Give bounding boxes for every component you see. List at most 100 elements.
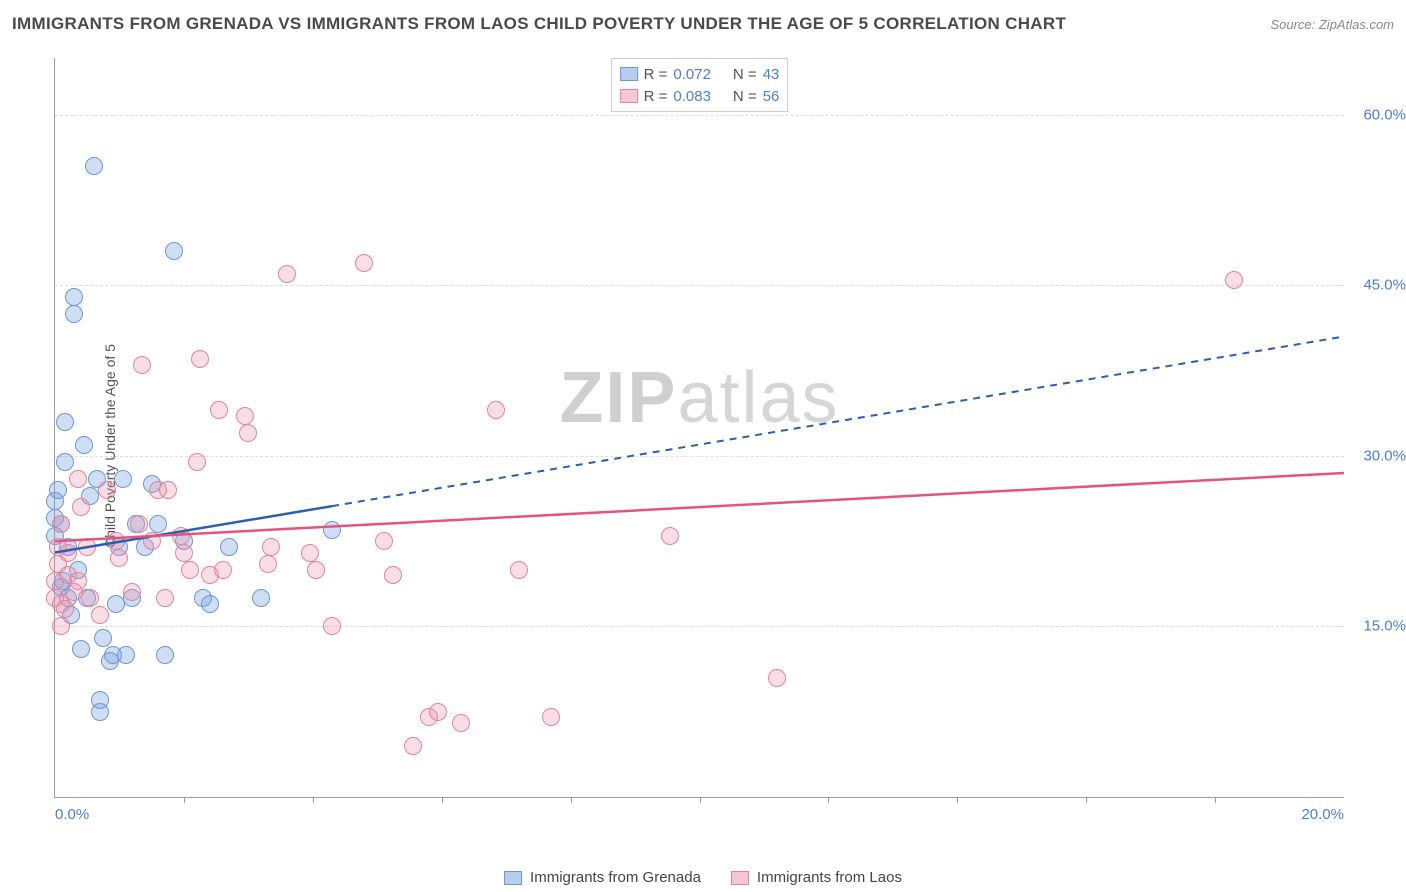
scatter-point-laos	[384, 566, 402, 584]
scatter-point-grenada	[220, 538, 238, 556]
scatter-point-laos	[323, 617, 341, 635]
legend-n-label: N =	[733, 88, 757, 105]
scatter-point-laos	[236, 407, 254, 425]
legend-n-laos: 56	[763, 88, 780, 105]
legend-item-grenada: Immigrants from Grenada	[504, 869, 701, 886]
scatter-point-laos	[307, 561, 325, 579]
scatter-point-laos	[210, 401, 228, 419]
scatter-point-laos	[239, 424, 257, 442]
legend-stats-row-grenada: R = 0.072 N = 43	[620, 63, 780, 85]
scatter-point-laos	[98, 481, 116, 499]
chart-title: IMMIGRANTS FROM GRENADA VS IMMIGRANTS FR…	[12, 14, 1066, 34]
scatter-point-laos	[661, 527, 679, 545]
x-tick-label: 0.0%	[55, 806, 89, 823]
scatter-point-laos	[452, 714, 470, 732]
y-tick-label: 45.0%	[1350, 277, 1406, 294]
scatter-point-laos	[59, 544, 77, 562]
scatter-point-grenada	[149, 515, 167, 533]
scatter-point-laos	[404, 737, 422, 755]
legend-r-laos: 0.083	[673, 88, 711, 105]
scatter-point-laos	[56, 600, 74, 618]
watermark: ZIPatlas	[559, 357, 839, 439]
legend-label-laos: Immigrants from Laos	[757, 869, 902, 886]
scatter-point-grenada	[49, 481, 67, 499]
scatter-point-laos	[123, 583, 141, 601]
scatter-point-laos	[81, 589, 99, 607]
x-tick-mark	[957, 797, 958, 803]
scatter-point-grenada	[56, 413, 74, 431]
scatter-point-grenada	[114, 470, 132, 488]
scatter-point-grenada	[75, 436, 93, 454]
legend-swatch-grenada	[504, 871, 522, 885]
legend-n-grenada: 43	[763, 66, 780, 83]
scatter-point-laos	[69, 470, 87, 488]
scatter-point-laos	[78, 538, 96, 556]
scatter-point-laos	[156, 589, 174, 607]
watermark-bold: ZIP	[559, 358, 677, 438]
scatter-point-laos	[355, 254, 373, 272]
scatter-point-laos	[510, 561, 528, 579]
legend-r-grenada: 0.072	[673, 66, 711, 83]
legend-swatch-laos	[620, 89, 638, 103]
legend-swatch-grenada	[620, 67, 638, 81]
y-tick-label: 30.0%	[1350, 447, 1406, 464]
scatter-point-grenada	[91, 691, 109, 709]
x-tick-mark	[313, 797, 314, 803]
source-attribution: Source: ZipAtlas.com	[1270, 17, 1394, 32]
scatter-point-grenada	[72, 640, 90, 658]
scatter-point-grenada	[201, 595, 219, 613]
x-tick-mark	[184, 797, 185, 803]
watermark-light: atlas	[677, 358, 839, 438]
x-tick-mark	[571, 797, 572, 803]
x-tick-mark	[1086, 797, 1087, 803]
scatter-point-grenada	[56, 453, 74, 471]
legend-r-label: R =	[644, 66, 668, 83]
chart-header: IMMIGRANTS FROM GRENADA VS IMMIGRANTS FR…	[12, 8, 1394, 40]
scatter-point-laos	[262, 538, 280, 556]
scatter-point-laos	[91, 606, 109, 624]
scatter-point-laos	[487, 401, 505, 419]
gridline	[55, 115, 1344, 116]
scatter-point-laos	[143, 532, 161, 550]
scatter-point-laos	[542, 708, 560, 726]
scatter-point-laos	[159, 481, 177, 499]
legend-r-label: R =	[644, 88, 668, 105]
scatter-point-laos	[172, 527, 190, 545]
scatter-point-laos	[375, 532, 393, 550]
gridline	[55, 285, 1344, 286]
scatter-point-laos	[110, 549, 128, 567]
scatter-point-grenada	[94, 629, 112, 647]
scatter-point-laos	[133, 356, 151, 374]
scatter-point-laos	[175, 544, 193, 562]
x-tick-mark	[700, 797, 701, 803]
scatter-point-laos	[259, 555, 277, 573]
legend-stats-row-laos: R = 0.083 N = 56	[620, 85, 780, 107]
scatter-point-laos	[429, 703, 447, 721]
scatter-point-grenada	[323, 521, 341, 539]
scatter-point-grenada	[117, 646, 135, 664]
legend-label-grenada: Immigrants from Grenada	[530, 869, 701, 886]
legend-series: Immigrants from Grenada Immigrants from …	[504, 869, 902, 886]
scatter-point-laos	[130, 515, 148, 533]
scatter-point-laos	[181, 561, 199, 579]
scatter-point-grenada	[252, 589, 270, 607]
scatter-point-grenada	[165, 242, 183, 260]
trendline-grenada-extrapolated	[332, 337, 1344, 507]
scatter-point-laos	[52, 515, 70, 533]
y-tick-label: 15.0%	[1350, 618, 1406, 635]
scatter-point-laos	[278, 265, 296, 283]
x-tick-mark	[442, 797, 443, 803]
legend-n-label: N =	[733, 66, 757, 83]
y-tick-label: 60.0%	[1350, 106, 1406, 123]
legend-stats: R = 0.072 N = 43 R = 0.083 N = 56	[611, 58, 789, 112]
scatter-point-laos	[52, 617, 70, 635]
scatter-point-laos	[191, 350, 209, 368]
scatter-point-laos	[768, 669, 786, 687]
scatter-point-laos	[69, 572, 87, 590]
scatter-point-laos	[107, 532, 125, 550]
scatter-point-laos	[188, 453, 206, 471]
scatter-point-grenada	[65, 305, 83, 323]
scatter-point-laos	[214, 561, 232, 579]
scatter-point-laos	[72, 498, 90, 516]
x-tick-mark	[1215, 797, 1216, 803]
